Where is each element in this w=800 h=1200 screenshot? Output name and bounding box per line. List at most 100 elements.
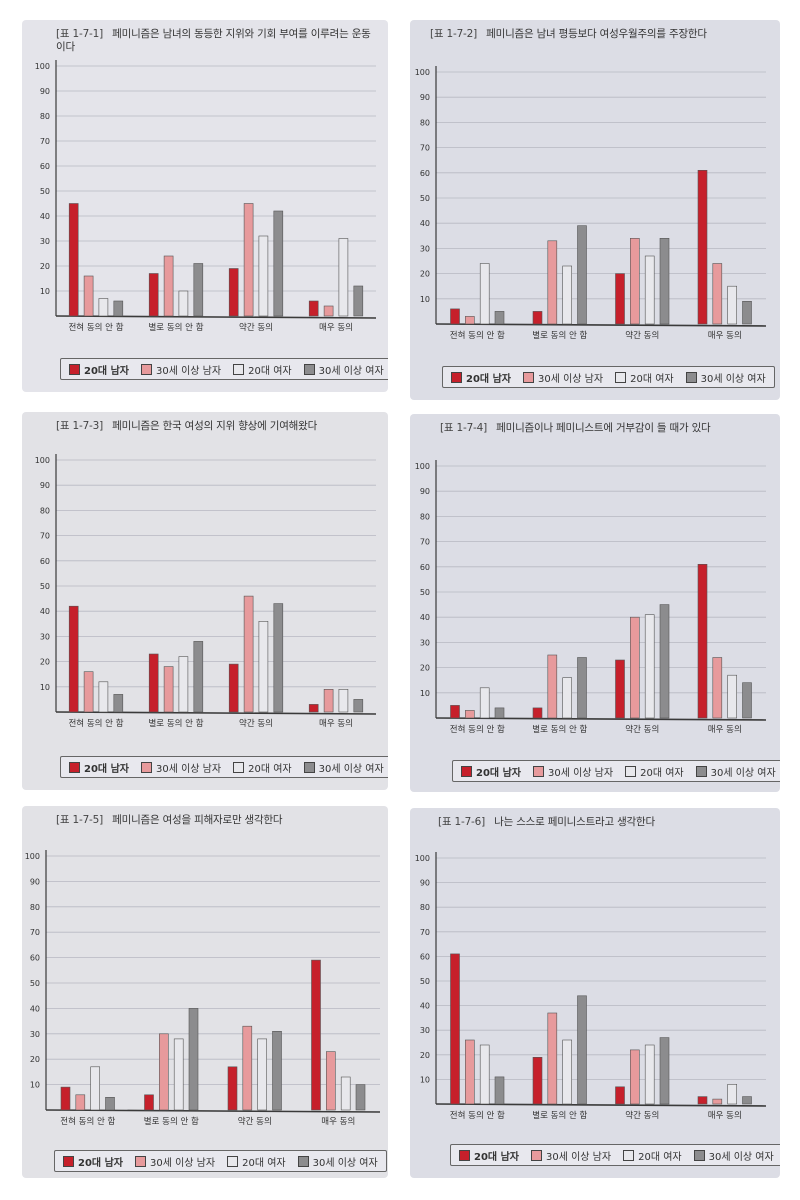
chart-plot: 10 20 30 40 50 60 70 80 90 100 전혀 동의 안 함 별로 동의 안 함 약… xyxy=(415,852,767,1121)
chart-panel-6: [표 1-7-6] 나는 스스로 페미니스트라고 생각한다 10 20 30 40 50… xyxy=(410,808,780,1178)
y-tick-label: 20 xyxy=(40,262,50,271)
x-tick-label: 전혀 동의 안 함 xyxy=(450,330,505,341)
chart-plot: 10 20 30 40 50 60 70 80 90 100 전혀 동의 안 함 별로 동의 안 함 약… xyxy=(25,850,381,1127)
bar-20s-women xyxy=(727,674,738,719)
x-axis xyxy=(55,711,377,715)
y-tick-label: 30 xyxy=(40,632,50,641)
x-tick-label: 별로 동의 안 함 xyxy=(532,724,587,735)
bar-20s-men xyxy=(311,959,321,1111)
y-tick-label: 90 xyxy=(420,879,430,888)
x-tick-label: 별로 동의 안 함 xyxy=(532,330,587,341)
x-tick-label: 전혀 동의 안 함 xyxy=(60,1116,115,1127)
y-tick-label: 100 xyxy=(415,854,430,863)
legend-swatch xyxy=(461,765,472,777)
bar-20s-women xyxy=(644,255,655,325)
y-tick-label: 80 xyxy=(40,112,50,121)
y-tick-label: 10 xyxy=(420,295,430,304)
legend-item-30plus-women: 30세 이상 여자 xyxy=(695,764,776,779)
y-tick-label: 60 xyxy=(40,557,50,566)
x-axis xyxy=(435,323,767,327)
legend-item-30plus-women: 30세 이상 여자 xyxy=(297,1154,378,1169)
bar-20s-women xyxy=(644,1044,655,1105)
bar-30plus-women xyxy=(494,1076,505,1105)
bar-30plus-men xyxy=(712,263,723,325)
legend-item-20s-women: 20대 여자 xyxy=(233,760,292,775)
bar-30plus-women xyxy=(272,1031,282,1111)
y-tick-label: 40 xyxy=(420,219,430,228)
y-tick-label: 50 xyxy=(40,187,50,196)
legend-swatch xyxy=(695,765,707,777)
y-tick-label: 70 xyxy=(420,538,430,547)
x-tick-label: 매우 동의 xyxy=(319,322,353,333)
legend-label: 20대 남자 xyxy=(474,1151,519,1163)
bar-30plus-men xyxy=(159,1033,169,1111)
bar-30plus-men xyxy=(547,654,558,719)
bar-30plus-women xyxy=(113,300,124,317)
bar-20s-men xyxy=(60,1086,71,1111)
bar-20s-women xyxy=(258,621,269,713)
bar-20s-women xyxy=(727,1083,738,1105)
legend-item-30plus-men: 30세 이상 남자 xyxy=(141,760,221,775)
x-tick-label: 매우 동의 xyxy=(319,718,353,729)
bar-20s-men xyxy=(532,1057,543,1105)
bar-20s-women xyxy=(562,265,572,325)
legend-swatch xyxy=(303,761,315,773)
y-tick-label: 30 xyxy=(40,237,50,246)
bar-20s-women xyxy=(98,681,109,713)
x-axis xyxy=(435,717,767,721)
bar-30plus-men xyxy=(630,238,640,325)
legend-swatch xyxy=(533,765,544,777)
y-tick-label: 80 xyxy=(420,118,430,127)
chart-title: [표 1-7-6] 나는 스스로 페미니스트라고 생각한다 xyxy=(438,816,768,829)
bar-20s-women xyxy=(178,290,189,317)
legend-label: 30세 이상 남자 xyxy=(156,763,222,775)
legend-label: 20대 남자 xyxy=(84,763,129,775)
x-tick-label: 약간 동의 xyxy=(625,330,659,341)
bar-30plus-men xyxy=(547,1012,558,1105)
legend-swatch xyxy=(451,371,462,383)
legend-label: 30세 이상 남자 xyxy=(538,373,604,385)
legend-swatch xyxy=(63,1155,74,1167)
bar-20s-men xyxy=(615,273,625,325)
chart-title-text: 페미니즘은 남녀의 동등한 지위와 기회 부여를 이루려는 운동이다 xyxy=(56,28,371,53)
chart-legend: 20대 남자 30세 이상 남자 20대 여자 30세 이상 여자 xyxy=(442,366,775,388)
bar-30plus-men xyxy=(630,1049,640,1105)
x-tick-label: 별로 동의 안 함 xyxy=(532,1110,587,1121)
chart-code: [표 1-7-3] xyxy=(56,420,104,432)
y-tick-label: 40 xyxy=(30,1004,40,1013)
bar-20s-men xyxy=(68,605,79,713)
bar-30plus-men xyxy=(464,316,475,325)
legend-swatch xyxy=(531,1149,542,1161)
y-tick-label: 40 xyxy=(40,212,50,221)
y-tick-label: 60 xyxy=(420,169,430,178)
y-tick-label: 60 xyxy=(30,954,40,963)
y-tick-label: 10 xyxy=(420,1075,430,1084)
legend-item-30plus-women: 30세 이상 여자 xyxy=(685,370,766,385)
legend-label: 30세 이상 여자 xyxy=(710,767,776,779)
legend-label: 20대 남자 xyxy=(84,365,129,377)
bar-30plus-men xyxy=(83,275,94,317)
legend-swatch xyxy=(459,1149,470,1161)
legend-swatch xyxy=(523,371,534,383)
legend-item-20s-women: 20대 여자 xyxy=(233,362,292,377)
legend-item-30plus-men: 30세 이상 남자 xyxy=(135,1154,215,1169)
bar-30plus-men xyxy=(325,1051,336,1111)
x-tick-label: 약간 동의 xyxy=(238,1116,272,1127)
bar-20s-women xyxy=(178,656,189,713)
chart-title: [표 1-7-4] 페미니즘이나 페미니스트에 거부감이 들 때가 있다 xyxy=(440,422,768,435)
chart-title-text: 페미니즘은 한국 여성의 지위 향상에 기여해왔다 xyxy=(112,420,318,432)
legend-swatch xyxy=(685,371,697,383)
chart-title-text: 페미니즘이나 페미니스트에 거부감이 들 때가 있다 xyxy=(496,422,711,434)
x-tick-label: 매우 동의 xyxy=(708,724,742,735)
bar-20s-men xyxy=(68,203,79,317)
x-tick-label: 전혀 동의 안 함 xyxy=(68,718,123,729)
legend-swatch xyxy=(69,363,80,375)
y-tick-label: 70 xyxy=(420,144,430,153)
bar-20s-men xyxy=(308,704,319,713)
legend-swatch xyxy=(69,761,80,773)
bar-30plus-men xyxy=(464,1039,475,1105)
y-tick-label: 80 xyxy=(420,903,430,912)
y-tick-label: 10 xyxy=(30,1081,40,1090)
legend-label: 20대 여자 xyxy=(638,1151,682,1163)
bar-30plus-women xyxy=(273,210,284,317)
